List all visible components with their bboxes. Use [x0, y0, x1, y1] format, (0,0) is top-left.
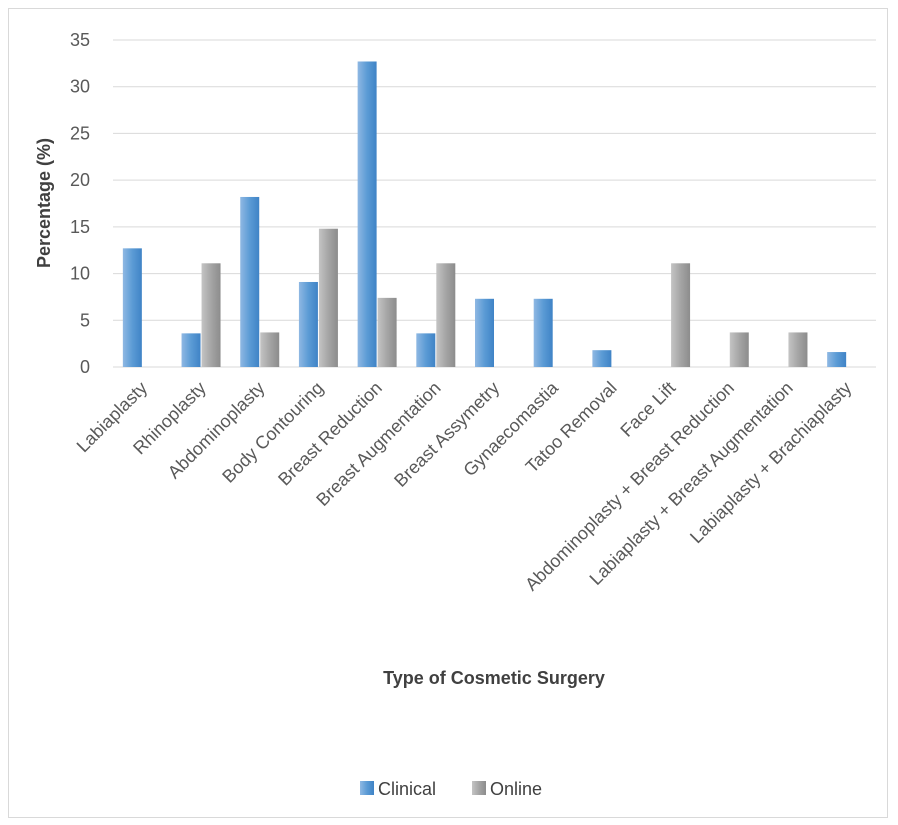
bar-online-2	[260, 332, 280, 367]
bar-clinical-7	[533, 298, 553, 367]
bar-online-4	[377, 297, 397, 367]
legend-label-clinical: Clinical	[378, 779, 436, 799]
x-axis-ticks: LabiaplastyRhinoplastyAbdominoplastyBody…	[73, 377, 856, 595]
bar-clinical-2	[240, 196, 260, 367]
x-tick-label: Breast Assymetry	[390, 378, 503, 491]
y-tick-label: 0	[80, 357, 90, 377]
legend-label-online: Online	[490, 779, 542, 799]
y-tick-label: 20	[70, 170, 90, 190]
y-tick-label: 10	[70, 264, 90, 284]
bar-clinical-6	[475, 298, 494, 367]
y-tick-label: 25	[70, 123, 90, 143]
bar-clinical-8	[592, 350, 612, 367]
bar-clinical-1	[181, 333, 201, 367]
bar-online-3	[318, 228, 338, 367]
y-tick-label: 5	[80, 310, 90, 330]
x-tick-label: Abdominoplasty + Breast Reduction	[521, 378, 738, 595]
legend-swatch-online	[472, 781, 486, 795]
bar-clinical-4	[357, 61, 377, 367]
bar-clinical-5	[416, 333, 436, 367]
bar-clinical-0	[122, 248, 142, 367]
bar-clinical-3	[298, 281, 318, 367]
gridlines	[113, 39, 876, 368]
y-axis-title: Percentage (%)	[34, 138, 54, 268]
x-axis-title: Type of Cosmetic Surgery	[383, 668, 605, 688]
bar-online-11	[788, 332, 808, 367]
bar-online-9	[671, 263, 691, 367]
x-tick-label: Body Contouring	[218, 378, 327, 487]
chart-frame	[8, 8, 888, 818]
bars	[122, 61, 847, 367]
bar-online-10	[729, 332, 749, 367]
bar-clinical-12	[827, 352, 847, 367]
bar-online-1	[201, 263, 221, 367]
y-tick-label: 35	[70, 30, 90, 50]
y-tick-label: 15	[70, 217, 90, 237]
y-tick-label: 30	[70, 77, 90, 97]
y-axis-ticks: 0 5 10 15 20 25 30 35	[70, 30, 90, 377]
bar-online-5	[436, 263, 456, 367]
legend: Clinical Online	[360, 779, 542, 799]
x-tick-label: Breast Reduction	[274, 378, 386, 490]
legend-swatch-clinical	[360, 781, 374, 795]
